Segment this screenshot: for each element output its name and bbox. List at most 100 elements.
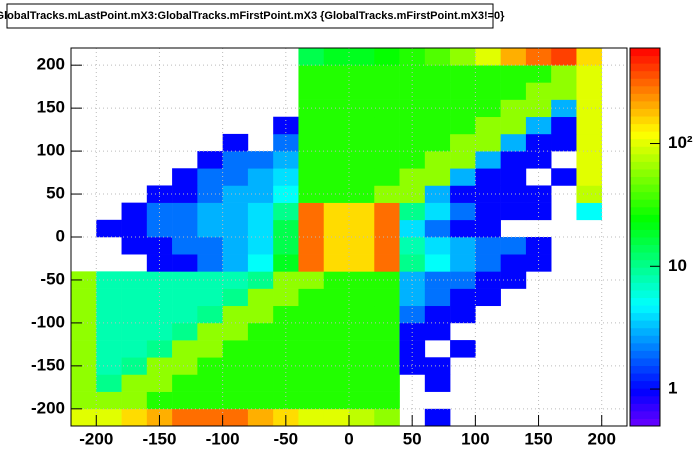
cell [323, 237, 350, 255]
cell [374, 254, 400, 272]
palette-step [630, 85, 660, 94]
cell [323, 271, 350, 289]
cell [323, 99, 350, 118]
cell [450, 271, 476, 289]
cell [525, 185, 552, 203]
grid [71, 48, 627, 426]
cell [500, 237, 527, 255]
cell [500, 116, 527, 135]
cell [374, 288, 400, 307]
cell [450, 202, 476, 221]
cell [71, 408, 97, 427]
palette-step [630, 274, 660, 283]
cell [298, 151, 325, 169]
cell [525, 151, 552, 169]
cell [576, 99, 603, 118]
cell [222, 305, 249, 324]
cell [172, 374, 198, 392]
palette-step [630, 161, 660, 170]
cell [121, 357, 148, 375]
cell [424, 168, 451, 186]
cell [450, 99, 476, 118]
cell [450, 151, 476, 169]
cell [525, 254, 552, 272]
cell [475, 116, 501, 135]
cell [247, 151, 274, 169]
cell [576, 82, 603, 100]
cell [399, 151, 426, 169]
cell [172, 271, 198, 289]
palette-step [630, 63, 660, 72]
cell [323, 116, 350, 135]
cell [222, 340, 249, 358]
cell [349, 151, 375, 169]
cell [475, 82, 501, 100]
cell [424, 408, 451, 427]
cell [551, 133, 577, 152]
cell [349, 340, 375, 358]
cell [424, 133, 451, 152]
cell [172, 237, 198, 255]
cell [96, 288, 122, 307]
palette-step [630, 365, 660, 374]
cell [450, 340, 476, 358]
cell [349, 271, 375, 289]
cell [172, 305, 198, 324]
cell [273, 151, 299, 169]
cell [525, 237, 552, 255]
palette-step [630, 244, 660, 253]
cell [374, 322, 400, 341]
cell [71, 288, 97, 307]
cell [374, 82, 400, 100]
cell [424, 48, 451, 66]
cell [197, 340, 223, 358]
cell [96, 391, 122, 410]
cell [500, 99, 527, 118]
cell [222, 219, 249, 238]
cell [349, 116, 375, 135]
cell [349, 99, 375, 118]
palette-step [630, 410, 660, 419]
cell [298, 219, 325, 238]
cell [197, 168, 223, 186]
palette-step [630, 176, 660, 185]
cell [146, 305, 173, 324]
cell [475, 168, 501, 186]
palette-step [630, 191, 660, 200]
palette-step [630, 350, 660, 359]
palette-step [630, 55, 660, 64]
cell [551, 168, 577, 186]
cell [525, 82, 552, 100]
cell [399, 288, 426, 307]
cell [222, 322, 249, 341]
palette-step [630, 267, 660, 276]
cell [424, 65, 451, 83]
z-tick-label: 10² [668, 133, 693, 152]
cell [399, 305, 426, 324]
palette-step [630, 327, 660, 336]
cell [374, 48, 400, 66]
cell [172, 322, 198, 341]
cell [424, 99, 451, 118]
cell [374, 116, 400, 135]
cell [121, 322, 148, 341]
cell [273, 202, 299, 221]
palette-step [630, 229, 660, 238]
cell [121, 391, 148, 410]
palette-step [630, 108, 660, 117]
palette-step [630, 312, 660, 321]
cell [374, 340, 400, 358]
palette-step [630, 289, 660, 298]
cell [298, 133, 325, 152]
cell [450, 48, 476, 66]
cell [273, 322, 299, 341]
cell [298, 288, 325, 307]
cell [349, 237, 375, 255]
palette-step [630, 252, 660, 261]
cell [349, 408, 375, 427]
cell [576, 48, 603, 66]
cell [500, 168, 527, 186]
x-tick-label: -200 [79, 429, 113, 448]
cell [197, 408, 223, 427]
